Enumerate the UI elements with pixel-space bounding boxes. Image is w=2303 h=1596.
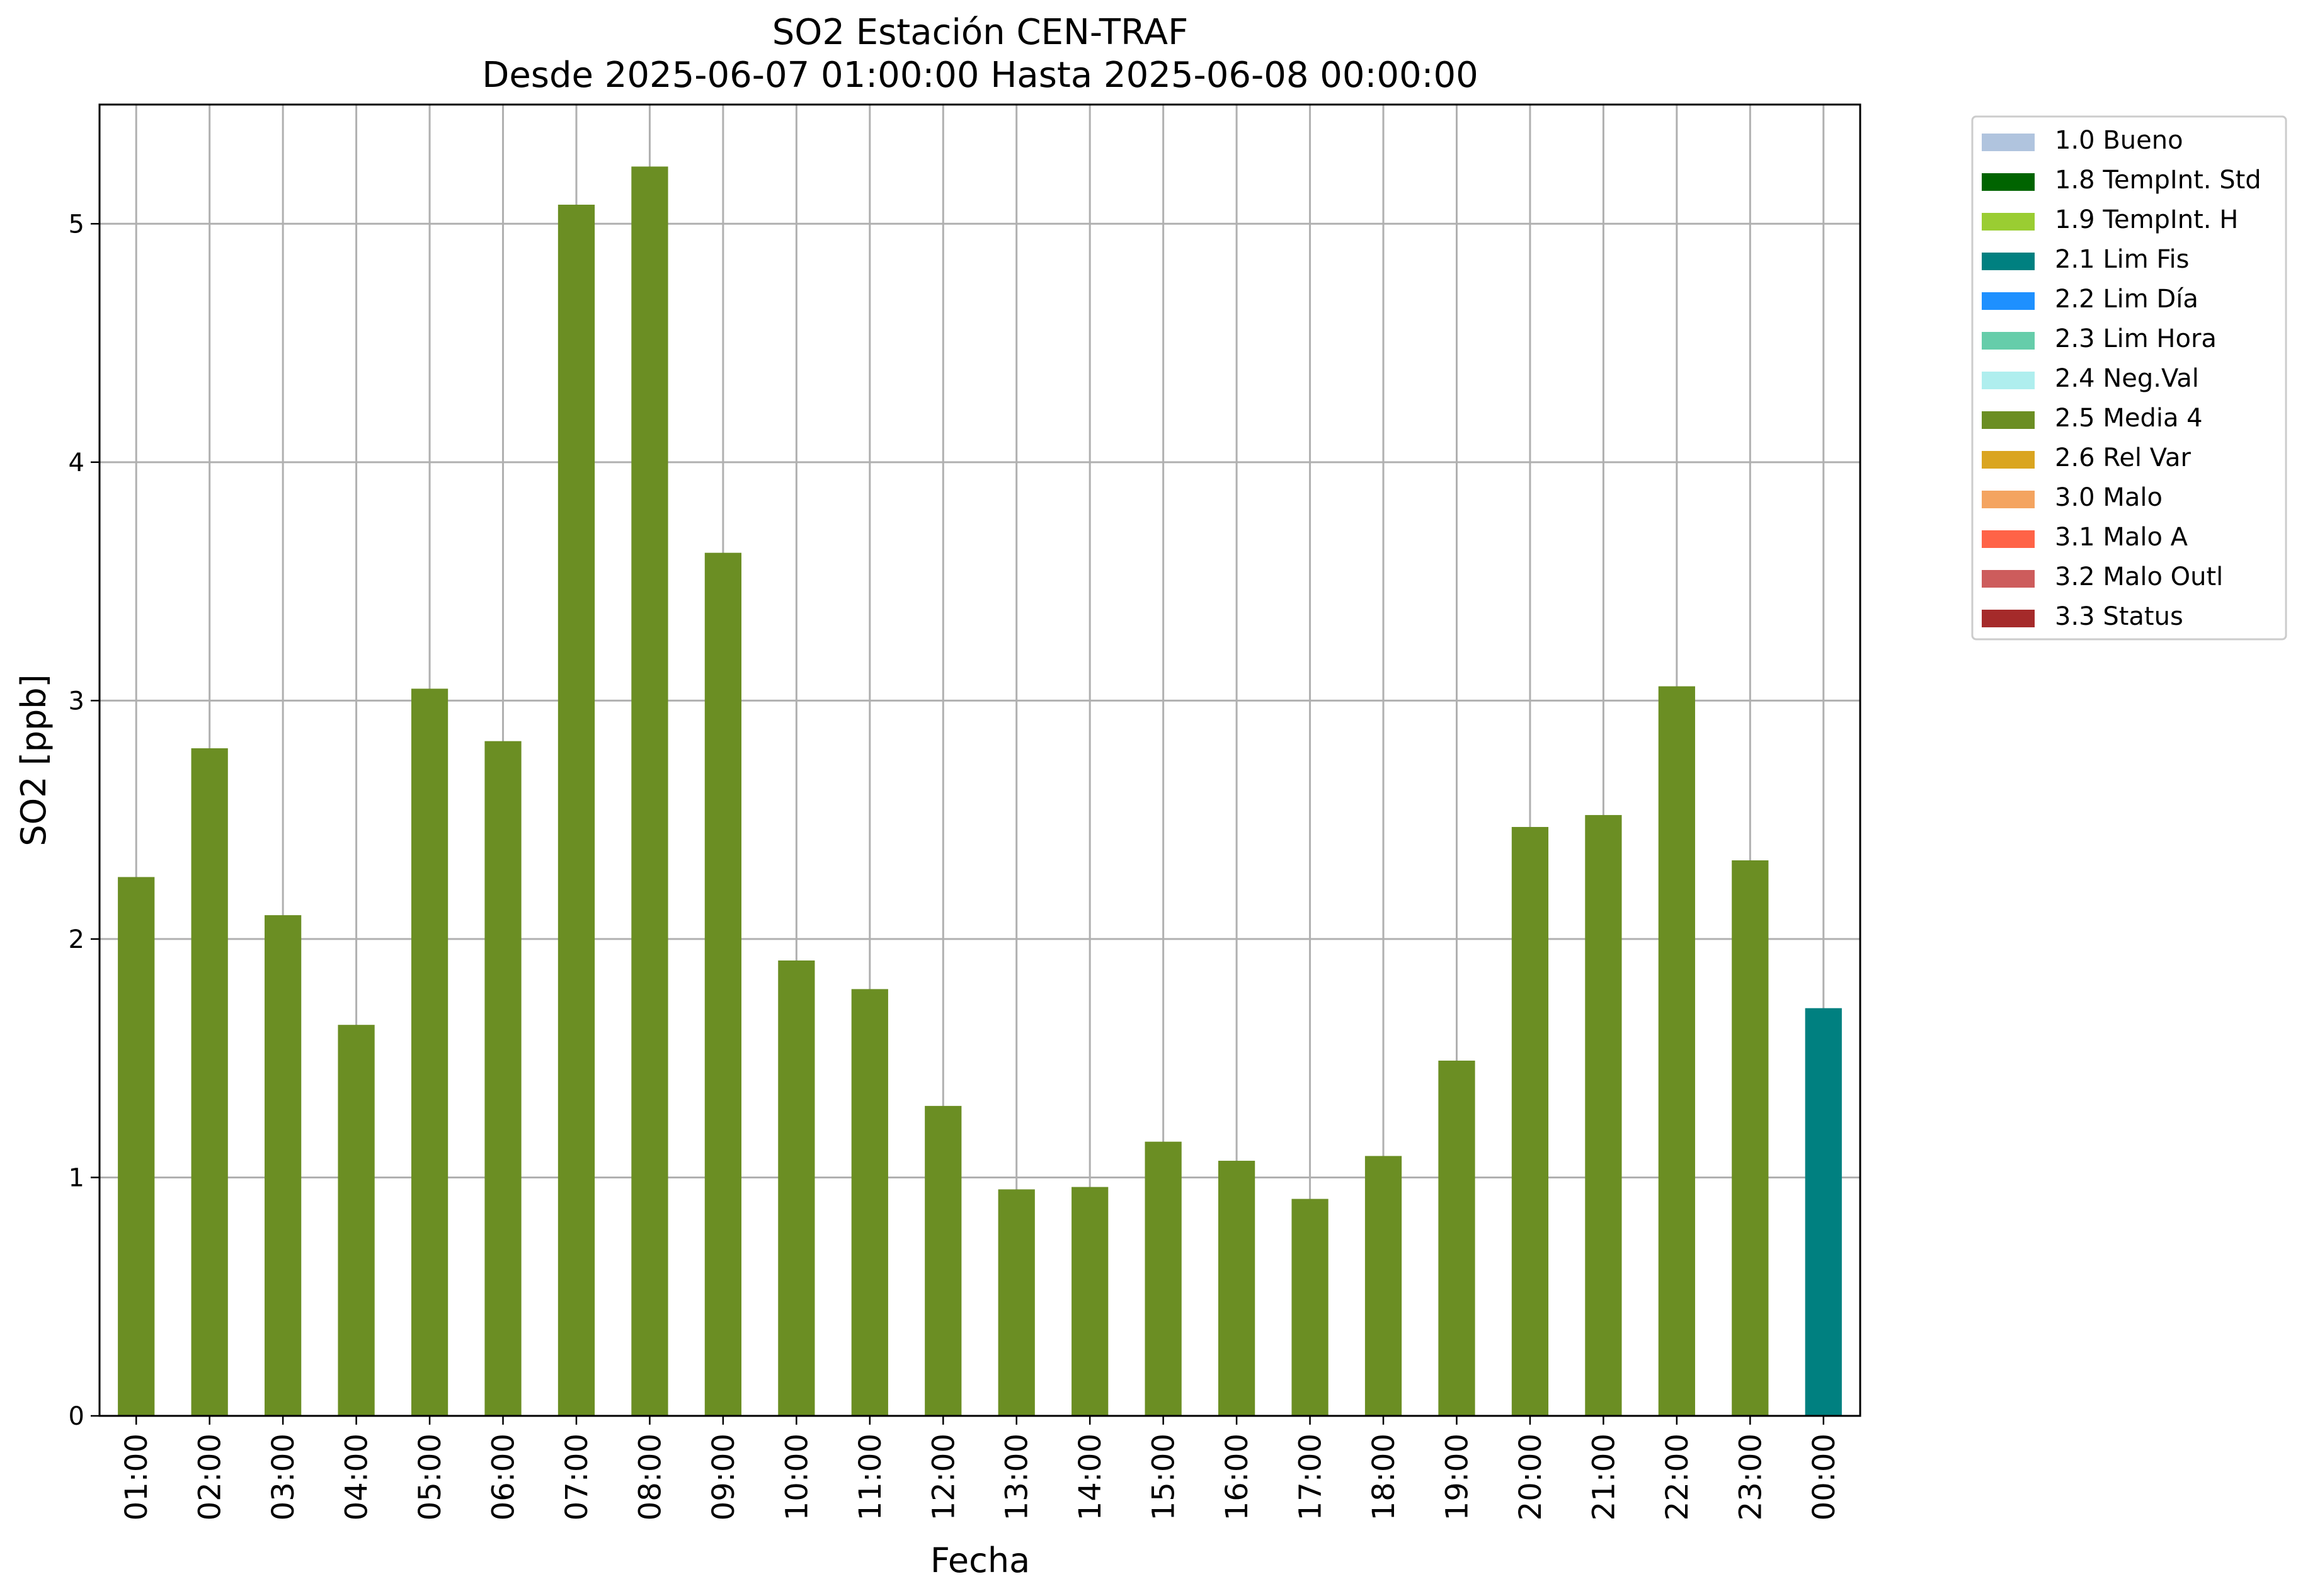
- y-tick-label: 0: [69, 1402, 84, 1431]
- bar-1500: [1145, 1141, 1182, 1416]
- y-tick-label: 5: [69, 210, 84, 239]
- y-axis-label: SO2 [ppb]: [14, 674, 54, 846]
- legend-swatch: [1982, 292, 2035, 310]
- legend-entry-label: 2.5 Media 4: [2055, 404, 2203, 433]
- bar-1000: [778, 960, 815, 1416]
- x-tick-label: 15:00: [1146, 1434, 1182, 1520]
- legend-entry-label: 2.6 Rel Var: [2055, 443, 2192, 472]
- legend-swatch: [1982, 411, 2035, 429]
- legend-swatch: [1982, 253, 2035, 270]
- bar-0300: [265, 915, 302, 1416]
- y-tick-label: 3: [69, 687, 84, 715]
- legend-box: [1971, 115, 2287, 641]
- bar-1800: [1364, 1156, 1402, 1416]
- y-tick-label: 4: [69, 448, 84, 477]
- legend-swatch: [1982, 570, 2035, 588]
- bar-2200: [1658, 686, 1695, 1416]
- x-tick-label: 07:00: [559, 1434, 595, 1520]
- bar-0100: [118, 877, 155, 1416]
- legend-entry-label: 2.3 Lim Hora: [2055, 324, 2217, 353]
- x-tick-label: 03:00: [266, 1434, 301, 1520]
- bar-1100: [851, 989, 888, 1416]
- legend-swatch: [1982, 610, 2035, 627]
- x-tick-label: 21:00: [1586, 1434, 1621, 1520]
- plot-frame: [98, 103, 1861, 1417]
- x-tick-label: 05:00: [413, 1434, 448, 1520]
- y-tick-label: 2: [69, 925, 84, 954]
- y-tick-label: 1: [69, 1163, 84, 1192]
- bar-0700: [557, 204, 595, 1416]
- legend-swatch: [1982, 213, 2035, 231]
- y-axis-ticks: 0 1 2 3 4 5: [69, 210, 100, 1431]
- x-tick-label: 16:00: [1220, 1434, 1255, 1520]
- x-tick-label: 02:00: [193, 1434, 228, 1520]
- legend-swatch: [1982, 491, 2035, 508]
- x-tick-label: 12:00: [926, 1434, 961, 1520]
- x-tick-label: 09:00: [706, 1434, 741, 1520]
- legend-entry-label: 1.8 TempInt. Std: [2055, 166, 2261, 195]
- legend-swatch: [1982, 134, 2035, 151]
- bar-1700: [1291, 1199, 1329, 1416]
- bars: [118, 166, 1842, 1416]
- bar-0500: [411, 688, 449, 1416]
- bar-0800: [631, 166, 668, 1416]
- bar-1400: [1071, 1187, 1109, 1416]
- legend-entry-label: 3.3 Status: [2055, 602, 2183, 631]
- x-tick-label: 01:00: [119, 1434, 154, 1520]
- legend-swatch: [1982, 530, 2035, 548]
- x-tick-label: 19:00: [1439, 1434, 1475, 1520]
- legend: 1.0 Bueno 1.8 TempInt. Std 1.9 TempInt. H 2…: [1971, 115, 2287, 641]
- x-tick-label: 08:00: [632, 1434, 668, 1520]
- legend-entry-label: 2.1 Lim Fis: [2055, 245, 2189, 274]
- x-axis-label: Fecha: [930, 1541, 1030, 1580]
- bar-1900: [1438, 1060, 1475, 1416]
- chart-title: SO2 Estación CEN-TRAF: [772, 12, 1189, 53]
- chart-subtitle: Desde 2025-06-07 01:00:00 Hasta 2025-06-…: [482, 55, 1478, 96]
- x-tick-label: 18:00: [1366, 1434, 1402, 1520]
- x-tick-label: 11:00: [853, 1434, 888, 1520]
- legend-entry-label: 3.0 Malo: [2055, 483, 2163, 512]
- bar-1200: [925, 1105, 962, 1416]
- x-tick-label: 10:00: [779, 1434, 814, 1520]
- x-tick-label: 14:00: [1073, 1434, 1108, 1520]
- legend-entry-label: 2.4 Neg.Val: [2055, 364, 2199, 393]
- x-tick-label: 06:00: [486, 1434, 522, 1520]
- bar-2300: [1732, 860, 1769, 1416]
- legend-entry-label: 1.9 TempInt. H: [2055, 205, 2238, 234]
- legend-entry-label: 3.2 Malo Outl: [2055, 562, 2223, 591]
- x-tick-label: 04:00: [340, 1434, 375, 1520]
- bar-2000: [1511, 826, 1549, 1416]
- x-axis-ticks: 01:00 02:00 03:00 04:00 05:00 06:00 07:00 08:00…: [119, 1416, 1842, 1520]
- x-tick-label: 13:00: [1000, 1434, 1035, 1520]
- legend-entry-label: 3.1 Malo A: [2055, 523, 2188, 552]
- legend-swatch: [1982, 332, 2035, 350]
- bar-0400: [338, 1025, 375, 1416]
- x-tick-label: 22:00: [1660, 1434, 1695, 1520]
- legend-entry-label: 1.0 Bueno: [2055, 126, 2183, 155]
- legend-swatch: [1982, 372, 2035, 389]
- x-tick-label: 23:00: [1733, 1434, 1768, 1520]
- bar-0000: [1805, 1008, 1842, 1416]
- bar-0200: [191, 748, 228, 1416]
- legend-swatch: [1982, 173, 2035, 191]
- x-tick-label: 20:00: [1513, 1434, 1548, 1520]
- bar-2100: [1585, 815, 1622, 1416]
- bar-1600: [1218, 1160, 1255, 1416]
- legend-entry-label: 2.2 Lim Día: [2055, 285, 2198, 314]
- legend-swatch: [1982, 451, 2035, 469]
- bar-0900: [704, 552, 742, 1416]
- x-tick-label: 00:00: [1807, 1434, 1842, 1520]
- bar-0600: [484, 741, 522, 1416]
- bar-1300: [998, 1189, 1035, 1416]
- x-tick-label: 17:00: [1293, 1434, 1329, 1520]
